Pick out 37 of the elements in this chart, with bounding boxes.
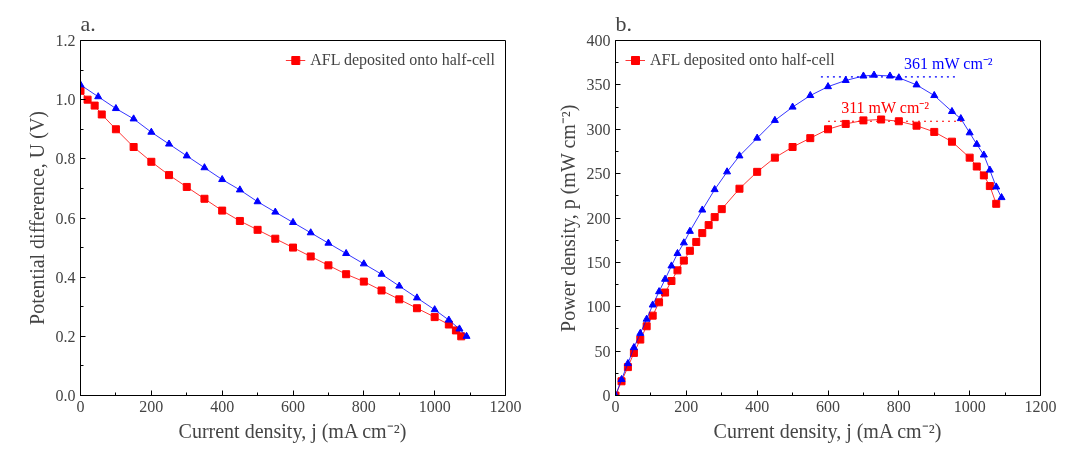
x-tick-label: 800 [886, 397, 911, 415]
y-tick-label: 300 [586, 120, 611, 138]
chart-title: b. [615, 10, 632, 36]
x-tick-label: 600 [281, 397, 305, 415]
annotation: 311 mW cm⁻² [841, 98, 930, 116]
x-axis-title: Current density, j (mA cm⁻²) [178, 419, 407, 443]
y-tick-label: 50 [594, 342, 611, 360]
y-tick-label: 250 [586, 165, 611, 183]
legend-label: AFL deposited onto half-cell [310, 51, 495, 69]
x-tick-label: 600 [816, 397, 840, 415]
x-axis-title: Current density, j (mA cm⁻²) [713, 419, 942, 443]
y-tick-label: 0.8 [55, 150, 76, 168]
x-tick-label: 1000 [953, 397, 986, 415]
x-tick-label: 400 [745, 397, 770, 415]
x-tick-label: 200 [139, 397, 164, 415]
y-tick-label: 150 [586, 253, 611, 271]
y-tick-label: 200 [586, 209, 611, 227]
y-tick-label: 0.4 [55, 268, 76, 286]
x-tick-label: 400 [210, 397, 235, 415]
y-tick-label: 0.6 [55, 209, 76, 227]
x-tick-label: 1000 [418, 397, 451, 415]
x-tick-label: 1200 [1024, 397, 1057, 415]
y-tick-label: 1.0 [55, 91, 76, 109]
y-axis-title: Power density, p (mW cm⁻²) [556, 104, 580, 332]
y-tick-label: 400 [586, 32, 611, 49]
legend-label: AFL deposited onto half-cell [650, 51, 835, 69]
y-tick-label: 0.0 [55, 387, 76, 404]
chart-title: a. [80, 10, 96, 36]
y-tick-label: 350 [586, 76, 611, 94]
y-axis-title: Potential difference, U (V) [25, 111, 49, 325]
x-tick-label: 800 [351, 397, 376, 415]
y-tick-label: 0.2 [55, 327, 76, 345]
y-tick-label: 1.2 [55, 32, 76, 49]
x-tick-label: 1200 [489, 397, 522, 415]
y-tick-label: 100 [586, 298, 611, 316]
annotation: 361 mW cm⁻² [904, 54, 993, 72]
x-tick-label: 200 [674, 397, 699, 415]
